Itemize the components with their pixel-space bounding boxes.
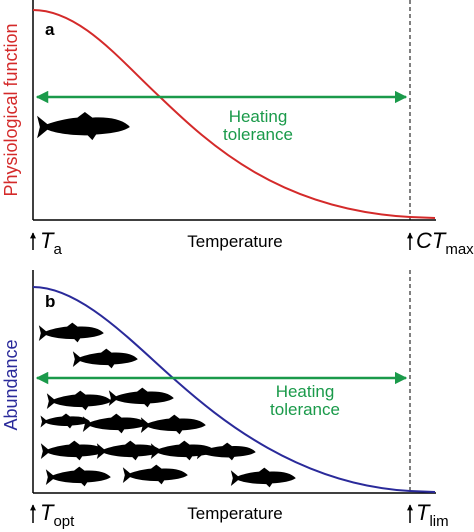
panel-a: a Physiological function Heating toleran… (1, 0, 474, 258)
annotation-line: Heating (229, 107, 288, 126)
marker-subscript: opt (53, 513, 75, 530)
marker: CTmax (416, 228, 474, 258)
panel-label: a (45, 20, 55, 39)
x-axis-label: Temperature (187, 232, 282, 251)
panel-label: b (45, 292, 55, 311)
marker: Topt (40, 500, 75, 530)
marker: Tlim (416, 500, 449, 530)
x-axis-label: Temperature (187, 504, 282, 523)
marker-subscript: lim (429, 513, 448, 530)
annotation-line: tolerance (270, 400, 340, 419)
marker-symbol: T (40, 228, 55, 253)
annotation-line: tolerance (223, 125, 293, 144)
marker-symbol: T (416, 500, 431, 525)
marker-symbol: T (40, 500, 55, 525)
curve (32, 286, 436, 493)
y-axis-label: Abundance (1, 339, 21, 430)
annotation-line: Heating (276, 382, 335, 401)
marker-subscript: a (53, 241, 62, 258)
curve (32, 9, 436, 219)
marker-subscript: max (445, 241, 474, 258)
marker-symbol: CT (416, 228, 447, 253)
panel-b: b Abundance Heating tolerance Temperatur… (1, 270, 449, 530)
marker: Ta (40, 228, 62, 258)
fish-school (38, 322, 296, 488)
fish-icon (37, 111, 130, 141)
y-axis-label: Physiological function (1, 23, 21, 196)
